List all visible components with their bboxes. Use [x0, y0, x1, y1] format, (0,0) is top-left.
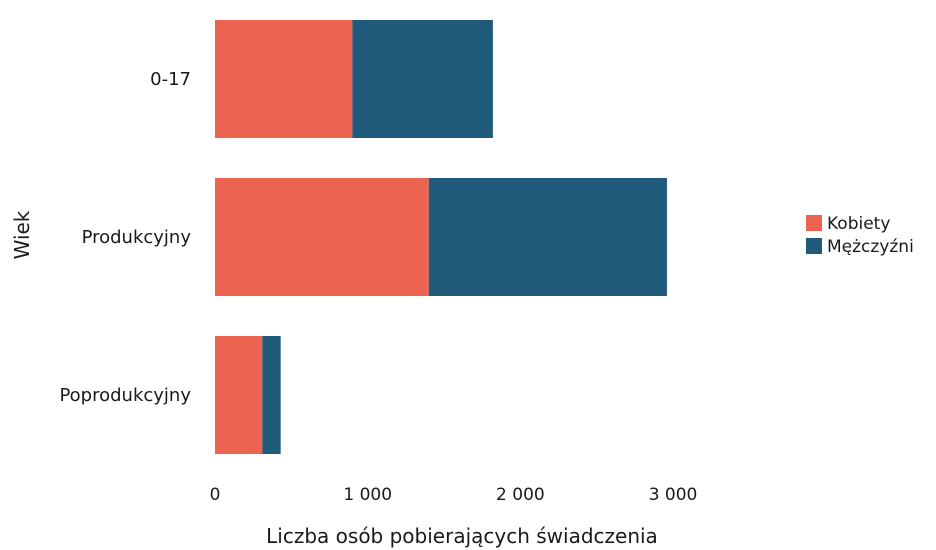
legend-label-0: Kobiety: [827, 214, 890, 234]
bars-group: [215, 20, 667, 454]
category-label-2: Poprodukcyjny: [59, 385, 191, 406]
x-tick-labels: 0 1 000 2 000 3 000: [210, 485, 698, 505]
legend-swatch-1: [806, 238, 822, 254]
category-label-0: 0-17: [150, 69, 191, 90]
legend: Kobiety Mężczyźni: [806, 214, 914, 257]
x-tick-label-0: 0: [210, 485, 221, 505]
bar-kobiety-0: [215, 20, 353, 138]
category-labels: 0-17 Produkcyjny Poprodukcyjny: [59, 69, 191, 406]
legend-swatch-0: [806, 215, 822, 231]
bar-mezczyzni-2: [262, 336, 281, 454]
category-label-1: Produkcyjny: [82, 227, 192, 248]
x-tick-label-3: 3 000: [649, 485, 698, 505]
bar-kobiety-2: [215, 336, 263, 454]
legend-label-1: Mężczyźni: [827, 237, 914, 257]
bar-kobiety-1: [215, 178, 429, 296]
bar-mezczyzni-0: [352, 20, 493, 138]
bar-mezczyzni-1: [428, 178, 667, 296]
x-tick-label-1: 1 000: [343, 485, 392, 505]
x-tick-label-2: 2 000: [496, 485, 545, 505]
x-axis-title: Liczba osób pobierających świadczenia: [266, 524, 658, 548]
y-axis-title: Wiek: [10, 210, 34, 259]
